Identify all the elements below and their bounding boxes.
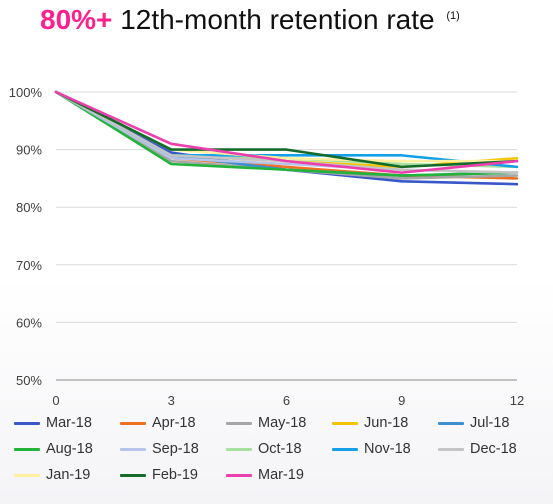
legend-swatch	[120, 473, 146, 477]
legend-item-oct-18: Oct-18	[226, 441, 332, 457]
legend: Mar-18 Apr-18 May-18 Jun-18 Jul-18 Aug-18 Sep-…	[14, 415, 544, 483]
legend-label: Aug-18	[46, 441, 93, 457]
series-line-mar-19	[54, 90, 519, 174]
title-highlight: 80%+	[40, 4, 113, 35]
x-tick-label: 6	[283, 393, 290, 408]
series-line-feb-19	[54, 90, 519, 169]
legend-label: Nov-18	[364, 441, 411, 457]
legend-label: Mar-19	[258, 467, 304, 483]
legend-swatch	[332, 421, 358, 425]
legend-swatch	[226, 447, 252, 451]
legend-swatch	[226, 473, 252, 477]
series-line-aug-18	[54, 90, 519, 177]
legend-label: Jun-18	[364, 415, 409, 431]
legend-label: Oct-18	[258, 441, 302, 457]
x-tick-label: 3	[168, 393, 175, 408]
y-tick-label: 50%	[16, 373, 42, 388]
x-axis-ticks: 0 3 6 9 12	[52, 393, 524, 408]
legend-label: Apr-18	[152, 415, 196, 431]
legend-swatch	[332, 447, 358, 451]
line-chart: 50% 60% 70% 80% 90% 100% 0 3 6 9 12	[9, 85, 524, 408]
y-tick-label: 100%	[9, 85, 43, 100]
legend-label: Dec-18	[470, 441, 517, 457]
legend-swatch	[14, 421, 40, 425]
legend-item-mar-18: Mar-18	[14, 415, 120, 431]
legend-swatch	[14, 447, 40, 451]
legend-item-jan-19: Jan-19	[14, 467, 120, 483]
legend-item-feb-19: Feb-19	[120, 467, 226, 483]
legend-swatch	[438, 421, 464, 425]
y-tick-label: 90%	[16, 143, 42, 158]
legend-label: May-18	[258, 415, 307, 431]
series-lines	[54, 90, 519, 186]
x-tick-label: 12	[510, 393, 524, 408]
y-tick-label: 80%	[16, 200, 42, 215]
legend-swatch	[120, 421, 146, 425]
legend-swatch	[14, 473, 40, 477]
legend-item-jun-18: Jun-18	[332, 415, 438, 431]
legend-item-mar-19: Mar-19	[226, 467, 332, 483]
title-footnote: (1)	[446, 9, 460, 22]
legend-item-sep-18: Sep-18	[120, 441, 226, 457]
x-tick-label: 0	[52, 393, 59, 408]
legend-swatch	[226, 421, 252, 425]
title-text: 12th-month retention rate	[120, 4, 435, 35]
y-axis-ticks: 50% 60% 70% 80% 90% 100%	[9, 85, 43, 388]
y-tick-label: 70%	[16, 258, 42, 273]
legend-item-may-18: May-18	[226, 415, 332, 431]
y-tick-label: 60%	[16, 315, 42, 330]
legend-label: Jul-18	[470, 415, 510, 431]
chart-title: 80%+ 12th-month retention rate (1)	[40, 4, 520, 36]
legend-item-dec-18: Dec-18	[438, 441, 544, 457]
grid-lines	[56, 91, 517, 381]
legend-label: Feb-19	[152, 467, 198, 483]
legend-label: Mar-18	[46, 415, 92, 431]
legend-swatch	[120, 447, 146, 451]
legend-item-apr-18: Apr-18	[120, 415, 226, 431]
legend-item-nov-18: Nov-18	[332, 441, 438, 457]
legend-item-jul-18: Jul-18	[438, 415, 544, 431]
x-tick-label: 9	[398, 393, 405, 408]
legend-item-aug-18: Aug-18	[14, 441, 120, 457]
legend-label: Jan-19	[46, 467, 91, 483]
legend-label: Sep-18	[152, 441, 199, 457]
legend-swatch	[438, 447, 464, 451]
